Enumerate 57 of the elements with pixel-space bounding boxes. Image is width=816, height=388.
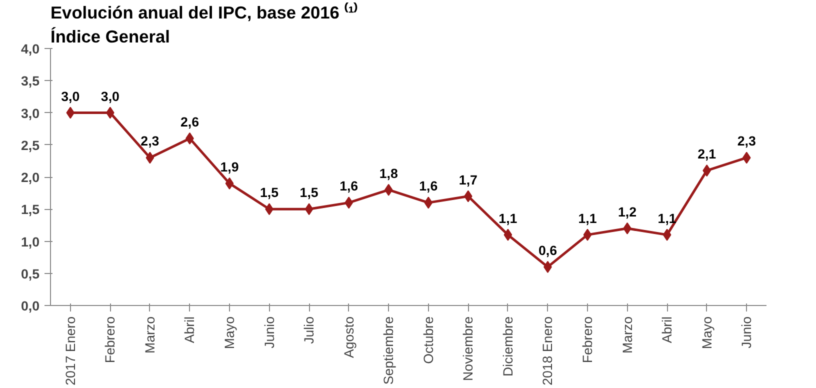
point: [225, 177, 234, 190]
data-label: 2,1: [698, 146, 717, 162]
x-tick-label: Febrero: [580, 316, 595, 364]
y-tick-label: 0,5: [20, 266, 40, 282]
data-label: 0,6: [538, 242, 557, 258]
data-label: 1,5: [260, 185, 280, 200]
x-tick-label: Junio: [739, 316, 754, 348]
x-tick-label: Agosto: [341, 316, 356, 358]
point: [742, 152, 751, 164]
data-label: 2,3: [737, 134, 756, 149]
x-tick-label: Marzo: [620, 316, 635, 354]
data-label: 1,6: [419, 178, 438, 194]
y-tick-label: 1,5: [20, 202, 40, 218]
point: [146, 152, 154, 164]
data-label: 1,7: [458, 172, 478, 188]
point: [583, 228, 592, 241]
data-label: 2,3: [140, 134, 160, 149]
data-label: 1,9: [220, 159, 239, 174]
data-label: 2,6: [180, 114, 199, 130]
x-tick-label: Abril: [182, 316, 198, 344]
data-label: 1,6: [340, 178, 358, 194]
y-tick-label: 2,5: [20, 138, 40, 153]
y-tick-label: 1,0: [20, 234, 40, 250]
data-label: 1,1: [498, 210, 518, 226]
y-tick-label: 3,0: [20, 106, 40, 121]
data-label: 1,1: [578, 210, 598, 226]
data-label: 1,2: [618, 204, 637, 220]
y-tick-label: 2,0: [20, 170, 40, 185]
x-tick-label: Marzo: [142, 316, 158, 354]
point: [662, 228, 672, 241]
y-tick-label: 4,0: [20, 42, 40, 56]
point: [384, 184, 393, 196]
x-tick-label: Noviembre: [460, 316, 476, 381]
x-tick-label: Mayo: [699, 316, 714, 350]
x-tick-label: 2017 Enero: [62, 316, 78, 386]
chart-subtitle: Índice General: [50, 26, 170, 46]
data-label: 3,0: [61, 88, 80, 104]
x-tick-label: 2018 Enero: [540, 316, 556, 386]
x-tick-label: Diciembre: [500, 316, 516, 376]
x-tick-label: Febrero: [102, 316, 118, 364]
data-label: 1,5: [300, 185, 319, 200]
x-tick-label: Abril: [660, 316, 675, 344]
y-tick-label: 0,0: [20, 298, 40, 314]
y-tick-label: 3,5: [20, 74, 40, 89]
x-tick-label: Junio: [262, 316, 277, 348]
x-tick-label: Julio: [302, 316, 317, 344]
data-label: 3,0: [100, 88, 120, 104]
point: [304, 203, 314, 216]
chart-title: Evolución anual del IPC, base 2016 ⁽¹⁾: [50, 2, 358, 22]
data-label: 1,1: [658, 210, 677, 226]
point: [424, 196, 433, 209]
x-tick-label: Septiembre: [381, 316, 396, 385]
x-tick-label: Octubre: [420, 316, 436, 364]
data-label: 1,8: [379, 166, 398, 181]
x-tick-label: Mayo: [222, 316, 237, 350]
point: [66, 106, 75, 119]
point: [504, 228, 512, 241]
